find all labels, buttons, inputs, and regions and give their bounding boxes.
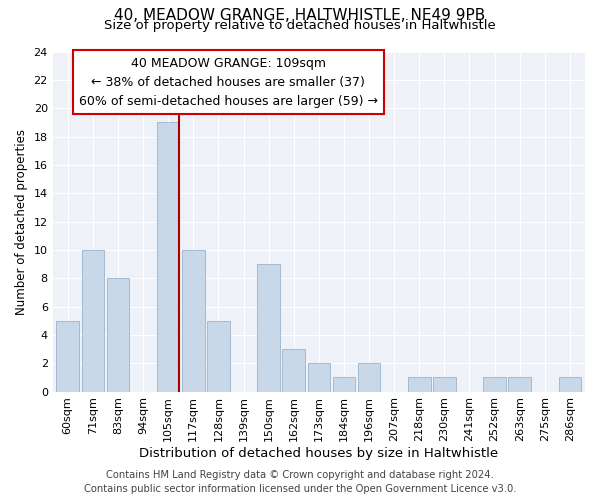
Bar [56, 320, 79, 392]
Bar [308, 363, 330, 392]
Bar [559, 378, 581, 392]
Bar [157, 122, 179, 392]
X-axis label: Distribution of detached houses by size in Haltwhistle: Distribution of detached houses by size … [139, 447, 499, 460]
Text: 40, MEADOW GRANGE, HALTWHISTLE, NE49 9PB: 40, MEADOW GRANGE, HALTWHISTLE, NE49 9PB [115, 8, 485, 22]
Bar [484, 378, 506, 392]
Bar [358, 363, 380, 392]
Text: Contains HM Land Registry data © Crown copyright and database right 2024.
Contai: Contains HM Land Registry data © Crown c… [84, 470, 516, 494]
Bar [207, 320, 230, 392]
Bar [182, 250, 205, 392]
Bar [508, 378, 531, 392]
Bar [82, 250, 104, 392]
Bar [283, 349, 305, 392]
Y-axis label: Number of detached properties: Number of detached properties [15, 128, 28, 314]
Bar [332, 378, 355, 392]
Bar [107, 278, 129, 392]
Text: 40 MEADOW GRANGE: 109sqm
← 38% of detached houses are smaller (37)
60% of semi-d: 40 MEADOW GRANGE: 109sqm ← 38% of detach… [79, 56, 378, 108]
Bar [257, 264, 280, 392]
Bar [408, 378, 431, 392]
Bar [433, 378, 455, 392]
Text: Size of property relative to detached houses in Haltwhistle: Size of property relative to detached ho… [104, 18, 496, 32]
